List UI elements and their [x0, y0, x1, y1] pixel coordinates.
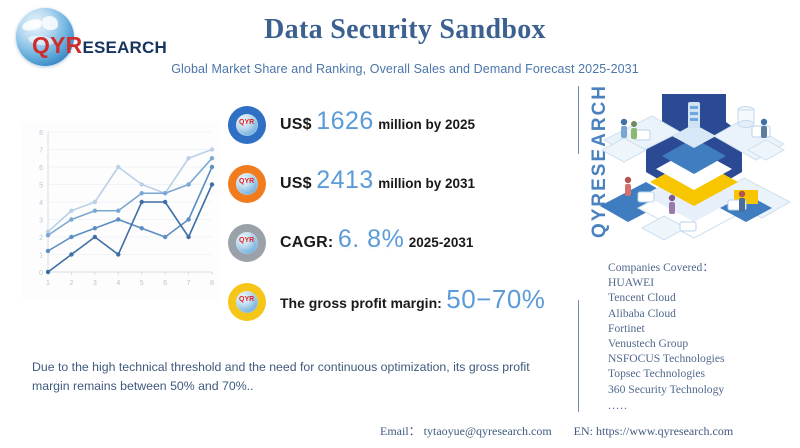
- qyresearch-logo: QYRESEARCH: [8, 6, 167, 68]
- logo-wordmark: QYRESEARCH: [32, 32, 167, 59]
- list-item: Tencent Cloud: [608, 291, 676, 305]
- site-label: EN:: [573, 424, 594, 438]
- companies-heading: Companies Covered：: [608, 261, 714, 274]
- qyr-globe-icon: QYR: [228, 165, 266, 203]
- stat-row: QYR The gross profit margin: 50−70% The …: [228, 277, 558, 327]
- stat-row: QYR US$ 2413 million by 2031 US$ 2413 mi…: [228, 159, 558, 209]
- qyr-globe-icon: QYR: [228, 106, 266, 144]
- description-text: Due to the high technical threshold and …: [32, 360, 530, 393]
- logo-esearch-text: ESEARCH: [82, 38, 167, 57]
- qyr-globe-icon: QYR: [228, 224, 266, 262]
- svg-text:3: 3: [93, 280, 97, 287]
- companies-ellipsis: .....: [608, 398, 628, 412]
- email-address[interactable]: tytaoyue@qyresearch.com: [423, 424, 552, 438]
- divider-bottom: [578, 300, 579, 412]
- svg-text:2: 2: [69, 280, 73, 287]
- stat-row: QYR US$ 1626 million by 2025 US$ 1626 mi…: [228, 100, 558, 150]
- list-item: 360 Security Technology: [608, 382, 725, 396]
- stat-prefix: The gross profit margin:: [280, 295, 442, 311]
- stat-text: US$ 1626 million by 2025: [280, 107, 475, 136]
- svg-text:8: 8: [210, 280, 214, 287]
- list-item: Venustech Group: [608, 337, 689, 351]
- stat-text: US$ 2413 million by 2031: [280, 166, 475, 195]
- list-item: NSFOCUS Technologies: [608, 352, 725, 366]
- svg-text:8: 8: [39, 130, 43, 137]
- svg-text:5: 5: [39, 183, 43, 190]
- list-item: Alibaba Cloud: [608, 306, 676, 320]
- stat-suffix: million by 2025: [378, 117, 476, 132]
- stat-value: 50−70%: [446, 284, 546, 314]
- stat-value: 1626: [316, 107, 374, 135]
- svg-text:7: 7: [39, 148, 43, 155]
- stat-row: QYR CAGR: 6. 8% 2025-2031 CAGR: 6. 8% 20…: [228, 218, 558, 268]
- svg-text:7: 7: [187, 280, 191, 287]
- svg-text:0: 0: [39, 270, 43, 277]
- isometric-illustration: [600, 94, 792, 241]
- stat-suffix: 2025-2031: [408, 235, 474, 250]
- stat-prefix: US$: [280, 116, 312, 133]
- svg-text:5: 5: [140, 280, 144, 287]
- site-url[interactable]: https://www.qyresearch.com: [596, 424, 734, 438]
- stat-value: 6. 8%: [337, 225, 405, 253]
- stat-suffix: million by 2031: [378, 176, 476, 191]
- list-item: HUAWEI: [608, 276, 655, 290]
- list-item: Topsec Technologies: [608, 367, 706, 381]
- svg-text:1: 1: [46, 280, 50, 287]
- qyr-globe-icon: QYR: [228, 283, 266, 321]
- footer-contact: Email： tytaoyue@qyresearch.com EN: https…: [380, 422, 790, 439]
- page-subtitle: Global Market Share and Ranking, Overall…: [171, 62, 639, 76]
- stat-text: CAGR: 6. 8% 2025-2031: [280, 225, 473, 254]
- stat-prefix: US$: [280, 175, 312, 192]
- svg-text:4: 4: [39, 200, 43, 207]
- svg-text:6: 6: [39, 165, 43, 172]
- svg-text:6: 6: [163, 280, 167, 287]
- stats-list: QYR US$ 1626 million by 2025 US$ 1626 mi…: [228, 100, 558, 336]
- stat-value: 2413: [316, 166, 374, 194]
- svg-text:3: 3: [39, 218, 43, 225]
- divider-top: [578, 86, 579, 154]
- logo-qy-text: QY: [32, 32, 66, 58]
- companies-covered-list: Companies Covered： HUAWEI Tencent Cloud …: [608, 260, 798, 397]
- email-label: Email：: [380, 424, 421, 438]
- svg-text:4: 4: [116, 280, 120, 287]
- logo-r-text: R: [65, 32, 83, 58]
- page-title: Data Security Sandbox: [264, 14, 546, 45]
- svg-text:2: 2: [39, 235, 43, 242]
- svg-text:1: 1: [39, 253, 43, 260]
- globe-icon: [16, 8, 74, 66]
- stat-prefix: CAGR:: [280, 234, 334, 251]
- list-item: Fortinet: [608, 321, 645, 335]
- stat-text: The gross profit margin: 50−70%: [280, 284, 545, 315]
